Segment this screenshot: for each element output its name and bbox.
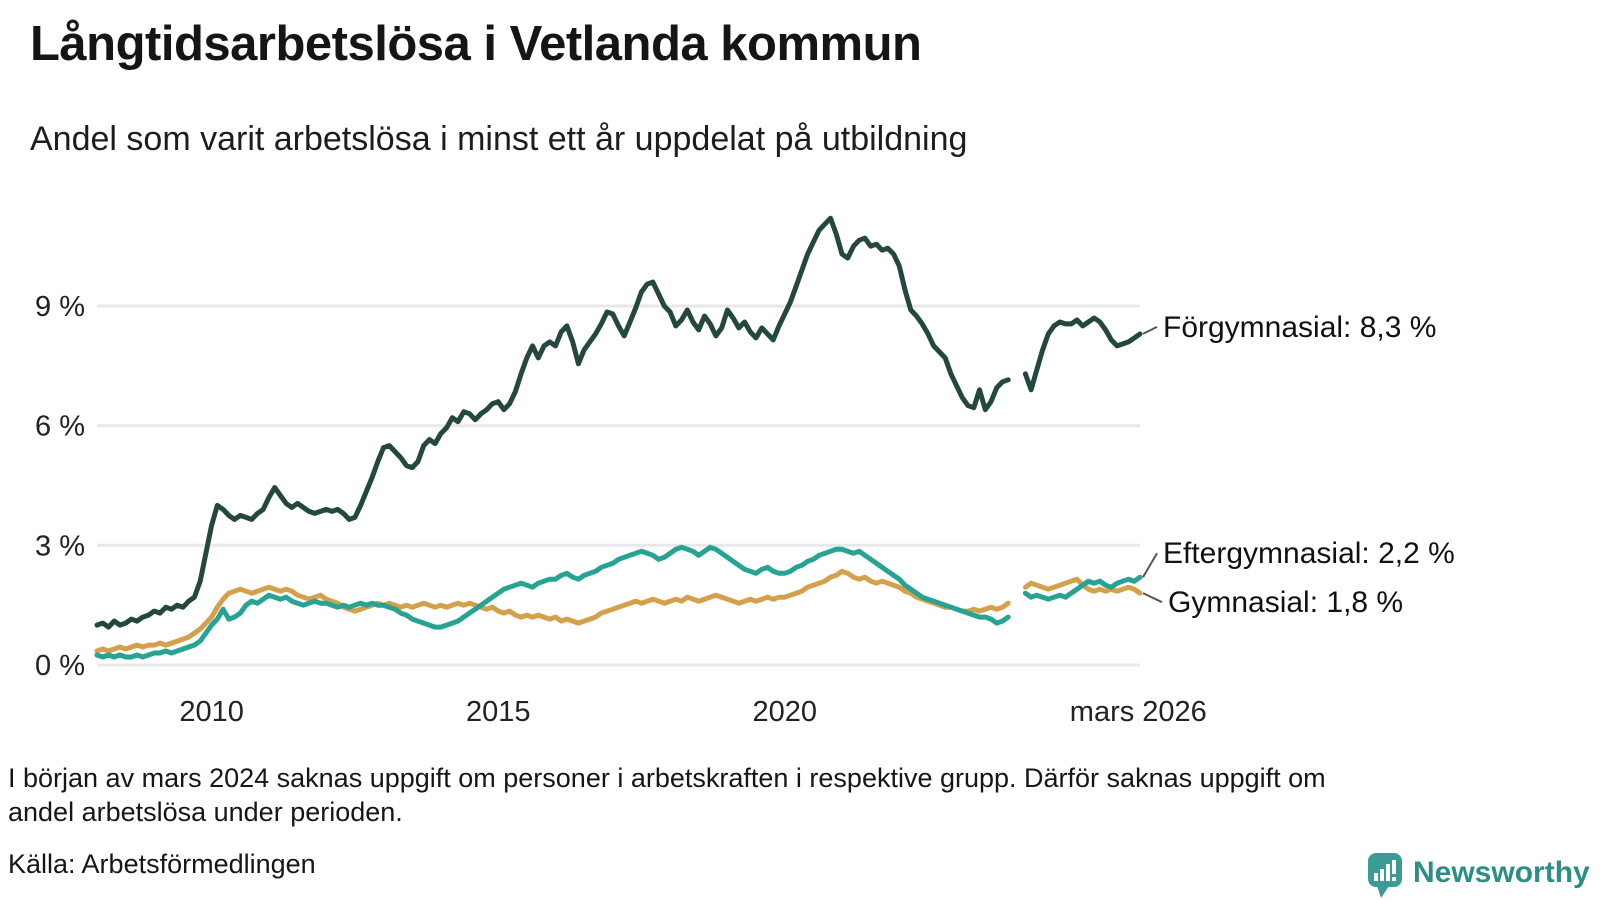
newsworthy-logo-text: Newsworthy — [1413, 856, 1590, 889]
y-tick-label: 3 % — [35, 530, 85, 562]
series-label-forgymnasial: Förgymnasial: 8,3 % — [1163, 311, 1436, 344]
x-tick-label: 2010 — [179, 696, 244, 728]
series-label-gymnasial: Gymnasial: 1,8 % — [1168, 586, 1403, 619]
line-chart: 0 % 3 % 6 % 9 % 2010 2015 2020 mars 2026 Förgymn… — [35, 215, 1455, 728]
label-connector-gymnasial — [1142, 592, 1163, 604]
series-line-eftergymnasial — [94, 544, 1143, 660]
series-label-eftergymnasial: Eftergymnasial: 2,2 % — [1163, 537, 1455, 570]
x-tick-label: 2020 — [752, 696, 817, 728]
footnote-line-1: I början av mars 2024 saknas uppgift om … — [8, 763, 1326, 793]
label-connector-eftergymnasial — [1142, 552, 1158, 578]
chart-title: Långtidsarbetslösa i Vetlanda kommun — [30, 17, 922, 71]
y-tick-label: 0 % — [35, 650, 85, 682]
newsworthy-logo: Newsworthy — [1368, 853, 1590, 899]
footnote-line-2: andel arbetslösa under perioden. — [8, 797, 403, 827]
x-tick-label: mars 2026 — [1070, 696, 1207, 728]
series-line-forgymnasial — [94, 215, 1143, 630]
source-attribution: Källa: Arbetsförmedlingen — [8, 849, 316, 879]
x-tick-label: 2015 — [466, 696, 531, 728]
newsworthy-logo-icon — [1368, 853, 1402, 898]
chart-footnote: I början av mars 2024 saknas uppgift om … — [8, 761, 1326, 829]
y-tick-label: 9 % — [35, 291, 85, 323]
label-connector-forgymnasial — [1142, 326, 1158, 335]
chart-subtitle: Andel som varit arbetslösa i minst ett å… — [30, 120, 968, 158]
y-tick-label: 6 % — [35, 411, 85, 443]
series-line-gymnasial — [94, 568, 1143, 654]
